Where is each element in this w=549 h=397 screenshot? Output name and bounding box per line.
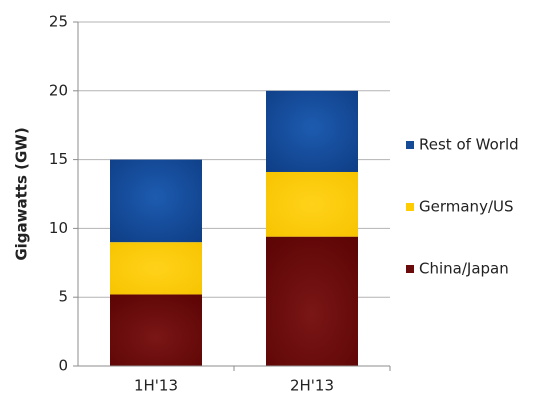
legend-swatch [406,265,414,273]
x-tick-labels: 1H'13 2H'13 [134,366,391,395]
bar-segment-germany-us-2 [266,171,358,237]
y-tick-label: 20 [49,81,68,99]
bar-segment-germany-us-1 [110,242,202,295]
legend-label: China/Japan [419,260,509,278]
y-axis-label: Gigawatts (GW) [13,127,31,260]
y-tick-label: 5 [58,288,68,306]
legend: Rest of World Germany/US China/Japan [406,136,519,278]
legend-item: Germany/US [406,198,514,216]
y-tick-labels: 0 5 10 15 20 25 [49,13,78,375]
y-tick-label: 10 [49,219,68,237]
bar-segment-china-japan-2 [266,236,358,366]
bars [110,90,358,366]
legend-item: Rest of World [406,136,519,154]
y-tick-label: 25 [49,13,68,31]
x-tick-label: 2H'13 [290,377,334,395]
legend-label: Rest of World [419,136,519,154]
legend-swatch [406,141,414,149]
y-tick-label: 0 [58,357,68,375]
bar-segment-rest-of-world-1 [110,159,202,243]
y-tick-label: 15 [49,150,68,168]
legend-label: Germany/US [419,198,514,216]
legend-item: China/Japan [406,260,509,278]
legend-swatch [406,203,414,211]
bar-segment-rest-of-world-2 [266,90,358,172]
x-tick-label: 1H'13 [134,377,178,395]
bar-segment-china-japan-1 [110,294,202,366]
